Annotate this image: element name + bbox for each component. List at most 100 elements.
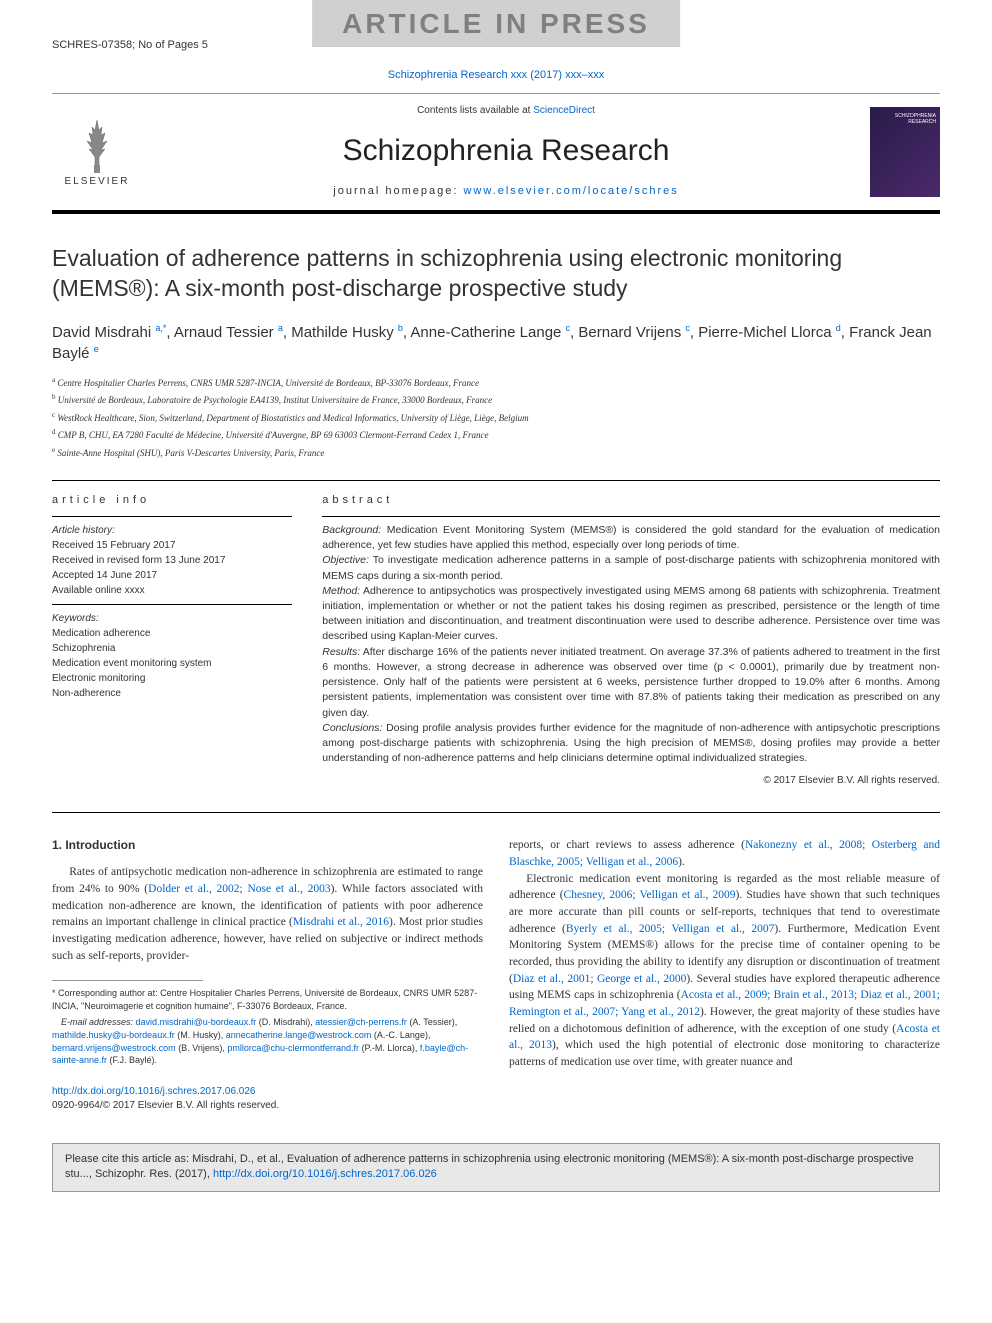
elsevier-text: ELSEVIER [65, 175, 130, 189]
method-label: Method: [322, 585, 360, 597]
keyword: Schizophrenia [52, 643, 115, 654]
citation-box: Please cite this article as: Misdrahi, D… [52, 1143, 940, 1192]
keywords-label: Keywords: [52, 613, 99, 624]
doi-block: http://dx.doi.org/10.1016/j.schres.2017.… [52, 1085, 483, 1113]
issn-copyright: 0920-9964/© 2017 Elsevier B.V. All right… [52, 1100, 279, 1111]
email-link[interactable]: bernard.vrijens@westrock.com [52, 1043, 176, 1053]
revised-date: Received in revised form 13 June 2017 [52, 555, 225, 566]
c2p1a: reports, or chart reviews to assess adhe… [509, 839, 745, 851]
abstract-label: abstract [322, 493, 940, 508]
email-who: (P.-M. Llorca), [359, 1043, 420, 1053]
contents-line: Contents lists available at ScienceDirec… [142, 104, 870, 118]
info-divider-2 [52, 604, 292, 605]
homepage-line: journal homepage: www.elsevier.com/locat… [142, 184, 870, 199]
keyword: Non-adherence [52, 688, 121, 699]
ref-dolder[interactable]: Dolder et al., 2002; Nose et al., 2003 [148, 883, 330, 895]
cite-prefix: Please cite this article as: Misdrahi, D… [65, 1153, 914, 1180]
col2-para2: Electronic medication event monitoring i… [509, 871, 940, 1071]
intro-para-1: Rates of antipsychotic medication non-ad… [52, 864, 483, 964]
corresponding-author: * Corresponding author at: Centre Hospit… [52, 987, 483, 1012]
col2-para1: reports, or chart reviews to assess adhe… [509, 837, 940, 870]
abstract-divider [322, 516, 940, 517]
email-link[interactable]: atessier@ch-perrens.fr [315, 1017, 407, 1027]
received-date: Received 15 February 2017 [52, 540, 175, 551]
elsevier-tree-icon [67, 115, 127, 175]
info-divider-1 [52, 516, 292, 517]
homepage-link[interactable]: www.elsevier.com/locate/schres [463, 185, 678, 197]
cite-doi-link[interactable]: http://dx.doi.org/10.1016/j.schres.2017.… [213, 1168, 437, 1180]
affiliation: e Sainte-Anne Hospital (SHU), Paris V-De… [52, 446, 940, 460]
homepage-prefix: journal homepage: [333, 185, 463, 197]
results-label: Results: [322, 646, 360, 658]
affiliations: a Centre Hospitalier Charles Perrens, CN… [52, 376, 940, 460]
intro-heading: 1. Introduction [52, 837, 483, 854]
body-col-right: reports, or chart reviews to assess adhe… [509, 837, 940, 1112]
ref-byerly[interactable]: Byerly et al., 2005; Velligan et al., 20… [566, 923, 774, 935]
article-info-label: article info [52, 493, 292, 508]
c2p1b: ). [678, 856, 685, 868]
affiliation: c WestRock Healthcare, Sion, Switzerland… [52, 411, 940, 425]
journal-cover-thumbnail: SCHIZOPHRENIA RESEARCH [870, 107, 940, 197]
article-info-col: article info Article history: Received 1… [52, 493, 292, 789]
c2p2f: ), which used the high potential of elec… [509, 1039, 940, 1068]
email-who: (D. Misdrahi), [256, 1017, 315, 1027]
affiliation: d CMP B, CHU, EA 7280 Faculté de Médecin… [52, 428, 940, 442]
email-link[interactable]: david.misdrahi@u-bordeaux.fr [136, 1017, 257, 1027]
bg-label: Background: [322, 524, 381, 536]
email-who: (M. Husky), [175, 1030, 226, 1040]
ref-diaz[interactable]: Diaz et al., 2001; George et al., 2000 [513, 973, 687, 985]
obj-label: Objective: [322, 554, 369, 566]
concl-label: Conclusions: [322, 722, 382, 734]
info-abstract-row: article info Article history: Received 1… [52, 493, 940, 789]
ref-chesney[interactable]: Chesney, 2006; Velligan et al., 2009 [564, 889, 736, 901]
email-label: E-mail addresses: [61, 1017, 133, 1027]
abstract-copyright: © 2017 Elsevier B.V. All rights reserved… [322, 774, 940, 788]
cover-title-2: RESEARCH [895, 119, 936, 125]
authors-line: David Misdrahi a,*, Arnaud Tessier a, Ma… [52, 322, 940, 364]
accepted-date: Accepted 14 June 2017 [52, 570, 157, 581]
affiliation: a Centre Hospitalier Charles Perrens, CN… [52, 376, 940, 390]
banner-center: Contents lists available at ScienceDirec… [142, 104, 870, 199]
journal-name: Schizophrenia Research [142, 130, 870, 172]
ref-misdrahi[interactable]: Misdrahi et al., 2016 [293, 916, 389, 928]
contents-prefix: Contents lists available at [417, 105, 533, 116]
email-who: (F.J. Baylé). [107, 1055, 157, 1065]
keyword: Medication event monitoring system [52, 658, 212, 669]
email-who: (B. Vrijens), [176, 1043, 228, 1053]
history-label: Article history: [52, 525, 115, 536]
concl-text: Dosing profile analysis provides further… [322, 722, 940, 764]
obj-text: To investigate medication adherence patt… [322, 554, 940, 581]
email-who: (A.-C. Lange), [371, 1030, 430, 1040]
keyword: Medication adherence [52, 628, 150, 639]
article-in-press-watermark: ARTICLE IN PRESS [312, 0, 680, 47]
email-who: (A. Tessier), [407, 1017, 457, 1027]
doi-link[interactable]: http://dx.doi.org/10.1016/j.schres.2017.… [52, 1086, 255, 1097]
body-columns: 1. Introduction Rates of antipsychotic m… [52, 837, 940, 1112]
abstract-text: Background: Medication Event Monitoring … [322, 523, 940, 767]
divider-top [52, 480, 940, 481]
keywords-block: Keywords: Medication adherence Schizophre… [52, 611, 292, 701]
email-link[interactable]: annecatherine.lange@westrock.com [226, 1030, 372, 1040]
journal-reference-link[interactable]: Schizophrenia Research xxx (2017) xxx–xx… [388, 69, 604, 81]
body-col-left: 1. Introduction Rates of antipsychotic m… [52, 837, 483, 1112]
footnotes: * Corresponding author at: Centre Hospit… [52, 987, 483, 1067]
divider-mid [52, 812, 940, 813]
method-text: Adherence to antipsychotics was prospect… [322, 585, 940, 643]
main-content: Evaluation of adherence patterns in schi… [0, 214, 992, 1133]
bg-text: Medication Event Monitoring System (MEMS… [322, 524, 940, 551]
page-header-id: SCHRES-07358; No of Pages 5 [52, 38, 208, 53]
article-title: Evaluation of adherence patterns in schi… [52, 244, 940, 304]
affiliation: b Université de Bordeaux, Laboratoire de… [52, 393, 940, 407]
results-text: After discharge 16% of the patients neve… [322, 646, 940, 719]
article-history: Article history: Received 15 February 20… [52, 523, 292, 598]
abstract-col: abstract Background: Medication Event Mo… [322, 493, 940, 789]
journal-banner: ELSEVIER Contents lists available at Sci… [52, 93, 940, 213]
keyword: Electronic monitoring [52, 673, 145, 684]
available-date: Available online xxxx [52, 585, 145, 596]
email-link[interactable]: mathilde.husky@u-bordeaux.fr [52, 1030, 175, 1040]
email-link[interactable]: pmllorca@chu-clermontferrand.fr [227, 1043, 359, 1053]
journal-reference: Schizophrenia Research xxx (2017) xxx–xx… [0, 68, 992, 83]
footnote-divider [52, 980, 203, 981]
elsevier-logo: ELSEVIER [52, 107, 142, 197]
sciencedirect-link[interactable]: ScienceDirect [533, 105, 595, 116]
